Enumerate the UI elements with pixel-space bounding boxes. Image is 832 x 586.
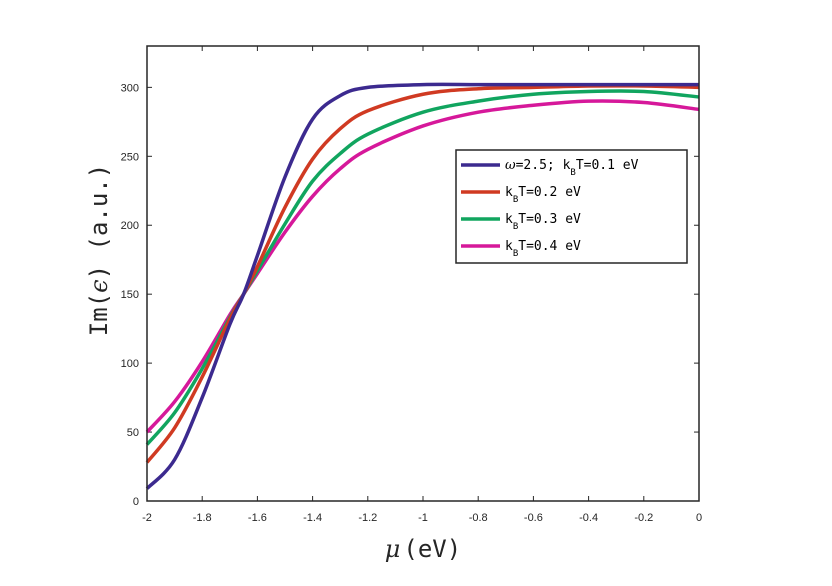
- legend-label-post: T=0.3 eV: [518, 212, 581, 227]
- legend-label-subscript: B: [513, 249, 518, 259]
- plot-background: [147, 46, 699, 501]
- legend-label-pre: =2.5; k: [516, 158, 571, 173]
- x-tick-label: 0: [696, 512, 702, 524]
- legend-omega: ω: [505, 158, 516, 173]
- legend-label-subscript: B: [513, 195, 518, 205]
- y-axis-label: Im(ϵ) (a.u.): [85, 164, 113, 336]
- x-tick-label: -2: [142, 512, 152, 524]
- x-tick-label: -1: [418, 512, 428, 524]
- y-tick-label: 200: [121, 220, 139, 232]
- x-tick-label: -1.6: [248, 512, 267, 524]
- x-axis-label-symbol: μ: [385, 535, 401, 563]
- x-tick-label: -1.8: [193, 512, 212, 524]
- legend-label-pre: k: [505, 185, 513, 200]
- series-line-2: [145, 84, 700, 464]
- x-tick-label: -0.8: [469, 512, 488, 524]
- legend-label-subscript: B: [513, 222, 518, 232]
- y-tick-label: 300: [121, 82, 139, 94]
- x-axis-label: μ (eV): [385, 535, 461, 563]
- legend-label-post: T=0.1 eV: [576, 158, 639, 173]
- x-tick-label: -1.2: [358, 512, 377, 524]
- y-axis-label-prefix: Im(: [85, 293, 113, 336]
- y-tick-label: 50: [127, 427, 139, 439]
- x-tick-label: -1.4: [303, 512, 322, 524]
- tick-labels: -2 -1.8 -1.6 -1.4 -1.2 -1 -0.8 -0.6 -0.4 -0.2 0 0 50…: [121, 82, 702, 524]
- y-axis-label-symbol: ϵ: [85, 279, 113, 292]
- legend-label-subscript: B: [570, 168, 575, 178]
- plot-frame: [146, 45, 700, 502]
- series-line-1: [145, 82, 699, 490]
- legend-label-2: kBT=0.2 eV: [505, 185, 581, 205]
- y-axis-label-suffix: ) (a.u.): [85, 164, 113, 280]
- x-tick-label: -0.6: [524, 512, 543, 524]
- legend-label-pre: k: [505, 212, 513, 227]
- legend-label-pre: k: [505, 239, 513, 254]
- y-tick-label: 0: [133, 496, 139, 508]
- y-tick-label: 150: [121, 289, 139, 301]
- legend-label-4: kBT=0.4 eV: [505, 239, 581, 259]
- x-tick-label: -0.2: [634, 512, 653, 524]
- x-axis-label-unit: (eV): [403, 535, 461, 563]
- y-tick-label: 250: [121, 151, 139, 163]
- legend-label-post: T=0.4 eV: [518, 239, 581, 254]
- plot-lines: [145, 82, 700, 490]
- y-tick-label: 100: [121, 358, 139, 370]
- legend-label-3: kBT=0.3 eV: [505, 212, 581, 232]
- legend-label-post: T=0.2 eV: [518, 185, 581, 200]
- legend-box: [455, 149, 688, 264]
- series-line-4: [145, 99, 700, 434]
- legend-label-1: ω=2.5; kBT=0.1 eV: [505, 158, 639, 178]
- series-line-3: [145, 89, 700, 446]
- x-tick-label: -0.4: [579, 512, 598, 524]
